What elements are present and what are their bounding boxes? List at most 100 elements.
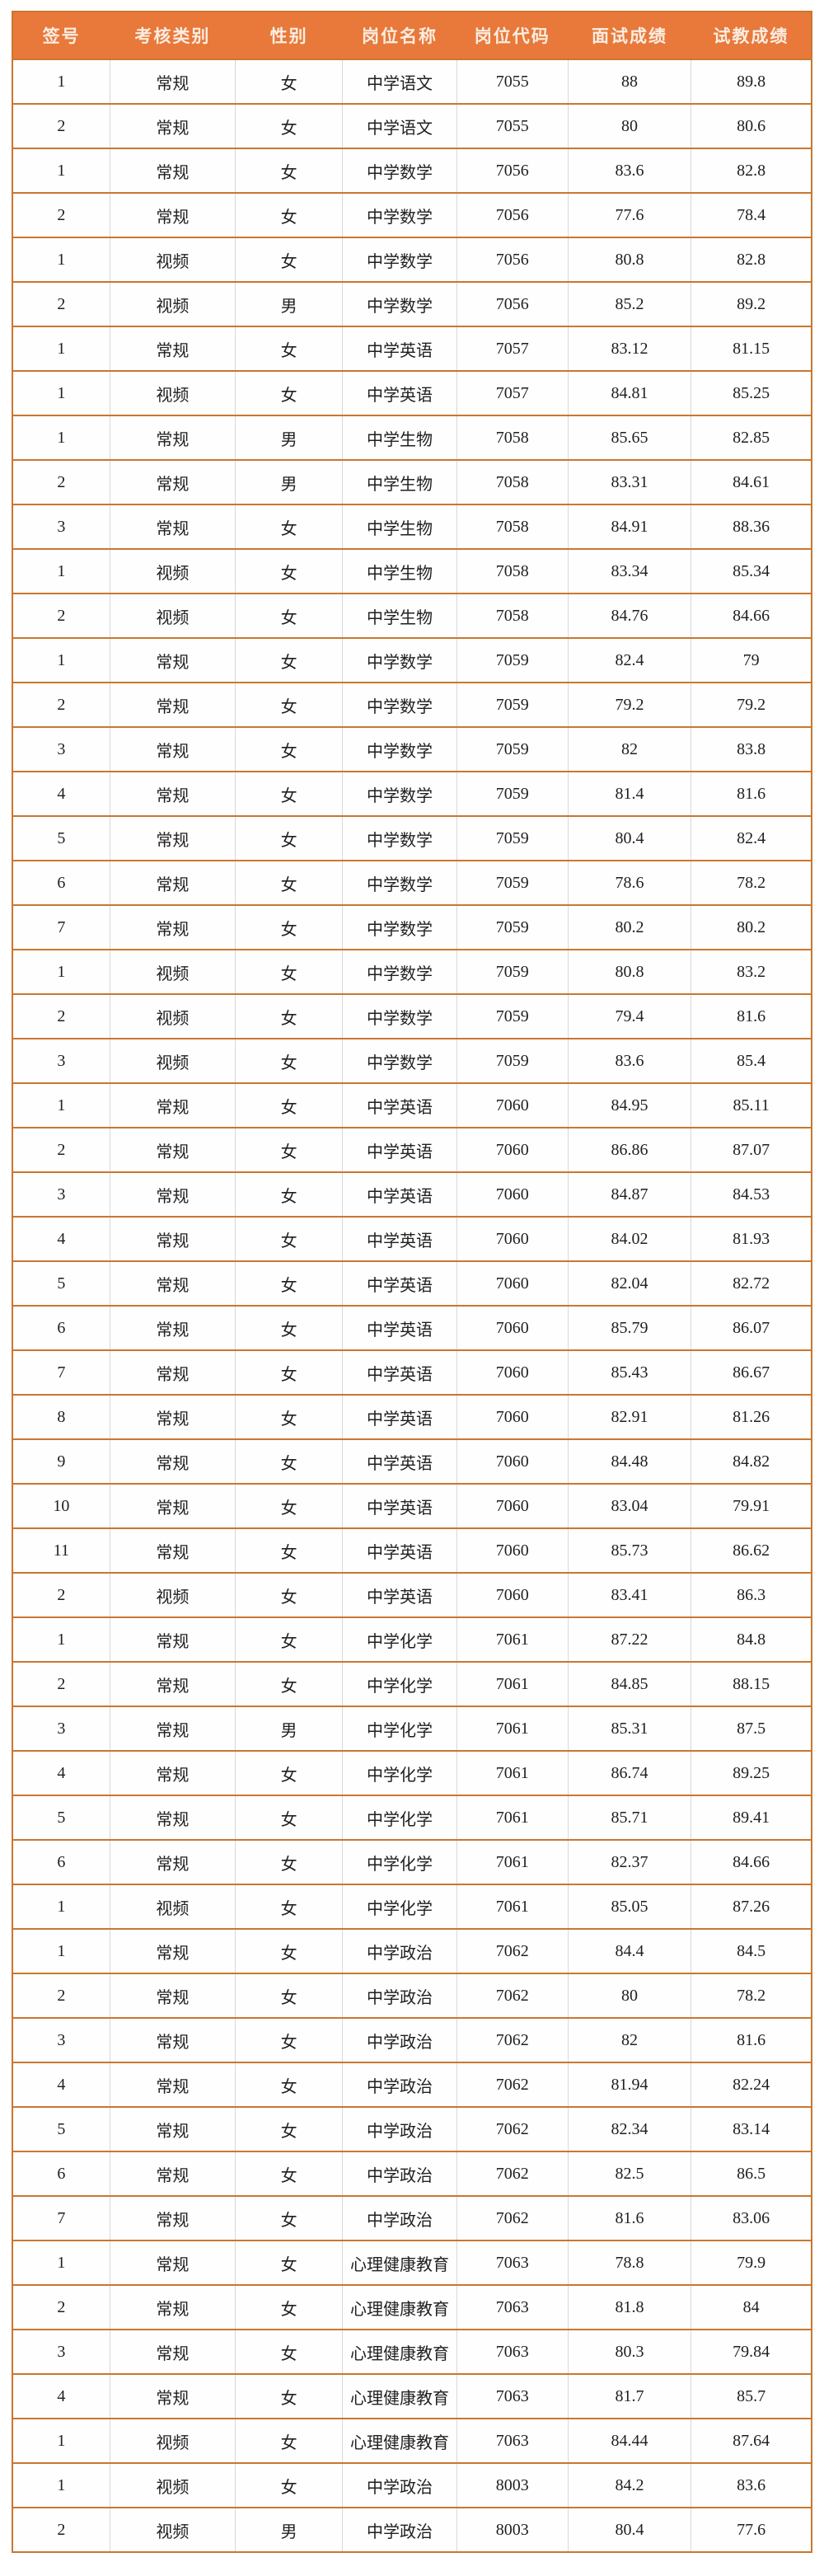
cell-position-code: 7059 <box>456 904 569 950</box>
cell-teaching-score: 80.6 <box>691 103 812 148</box>
table-row: 1 视频女中学化学 7061 85.05 87.26 <box>12 1884 812 1929</box>
table-row: 8 常规女中学英语 7060 82.91 81.26 <box>12 1394 812 1439</box>
cell-position-code: 7058 <box>456 593 569 638</box>
cell-sign-no: 7 <box>12 1349 110 1395</box>
cell-sign-no: 1 <box>12 1616 110 1662</box>
cell-position-code: 7056 <box>456 192 569 237</box>
cell-teaching-score: 83.14 <box>691 2106 812 2151</box>
cell-sign-no: 2 <box>12 682 110 727</box>
cell-position-code: 7060 <box>456 1127 569 1172</box>
cell-gender: 女 <box>235 2329 343 2374</box>
cell-gender: 女 <box>235 2062 343 2107</box>
cell-position-name: 中学数学 <box>342 148 457 193</box>
table-row: 3 常规女中学英语 7060 84.87 84.53 <box>12 1171 812 1217</box>
cell-sign-no: 1 <box>12 237 110 282</box>
cell-position-code: 7063 <box>456 2329 569 2374</box>
cell-position-name: 心理健康教育 <box>342 2284 457 2330</box>
table-row: 2 常规女中学英语 7060 86.86 87.07 <box>12 1127 812 1172</box>
cell-sign-no: 6 <box>12 1839 110 1884</box>
cell-position-code: 7062 <box>456 1928 569 1973</box>
cell-position-name: 中学化学 <box>342 1839 457 1884</box>
cell-interview-score: 86.74 <box>567 1750 691 1795</box>
cell-position-name: 中学数学 <box>342 281 457 326</box>
table-row: 2 常规女中学化学 7061 84.85 88.15 <box>12 1661 812 1706</box>
cell-position-code: 7058 <box>456 504 569 549</box>
cell-position-code: 7060 <box>456 1572 569 1617</box>
cell-interview-score: 84.85 <box>567 1661 691 1706</box>
cell-teaching-score: 78.4 <box>691 192 812 237</box>
cell-teaching-score: 86.62 <box>691 1527 812 1573</box>
cell-position-name: 中学生物 <box>342 548 457 594</box>
cell-category: 常规 <box>109 1483 236 1528</box>
cell-interview-score: 80.8 <box>567 237 691 282</box>
column-header-interview-score: 面试成绩 <box>568 12 691 59</box>
cell-sign-no: 1 <box>12 2462 110 2508</box>
cell-position-code: 7060 <box>456 1394 569 1439</box>
table-row: 2 常规女中学政治 7062 80 78.2 <box>12 1973 812 2018</box>
table-row: 6 常规女中学政治 7062 82.5 86.5 <box>12 2151 812 2196</box>
cell-category: 常规 <box>109 815 236 861</box>
cell-position-name: 中学英语 <box>342 1438 457 1484</box>
cell-gender: 女 <box>235 1260 343 1306</box>
cell-interview-score: 82.5 <box>567 2151 691 2196</box>
cell-position-name: 中学英语 <box>342 1483 457 1528</box>
cell-category: 视频 <box>109 1884 236 1929</box>
cell-position-code: 7056 <box>456 237 569 282</box>
column-header-position-name: 岗位名称 <box>342 12 457 59</box>
cell-position-code: 7060 <box>456 1171 569 1217</box>
cell-teaching-score: 81.15 <box>691 326 812 371</box>
cell-category: 视频 <box>109 1572 236 1617</box>
cell-category: 常规 <box>109 1260 236 1306</box>
cell-position-name: 中学英语 <box>342 1349 457 1395</box>
cell-gender: 女 <box>235 637 343 683</box>
cell-interview-score: 82.34 <box>567 2106 691 2151</box>
cell-category: 常规 <box>109 2195 236 2241</box>
cell-interview-score: 80.4 <box>567 815 691 861</box>
cell-position-code: 7063 <box>456 2240 569 2285</box>
cell-category: 常规 <box>109 904 236 950</box>
cell-sign-no: 1 <box>12 415 110 460</box>
cell-category: 视频 <box>109 2462 236 2508</box>
cell-gender: 女 <box>235 1038 343 1083</box>
cell-interview-score: 85.71 <box>567 1795 691 1840</box>
table-row: 2 常规女中学数学 7056 77.6 78.4 <box>12 192 812 237</box>
cell-gender: 男 <box>235 459 343 504</box>
table-row: 2 常规男中学生物 7058 83.31 84.61 <box>12 459 812 504</box>
cell-position-name: 中学政治 <box>342 1928 457 1973</box>
cell-position-code: 7060 <box>456 1305 569 1350</box>
cell-category: 常规 <box>109 1127 236 1172</box>
cell-interview-score: 79.2 <box>567 682 691 727</box>
cell-gender: 女 <box>235 1572 343 1617</box>
cell-interview-score: 81.4 <box>567 771 691 816</box>
cell-position-name: 中学生物 <box>342 459 457 504</box>
cell-teaching-score: 81.26 <box>691 1394 812 1439</box>
cell-teaching-score: 85.25 <box>691 370 812 415</box>
cell-gender: 男 <box>235 281 343 326</box>
cell-sign-no: 4 <box>12 2062 110 2107</box>
cell-interview-score: 80 <box>567 1973 691 2018</box>
cell-position-name: 中学化学 <box>342 1661 457 1706</box>
cell-teaching-score: 86.3 <box>691 1572 812 1617</box>
cell-sign-no: 1 <box>12 548 110 594</box>
cell-sign-no: 10 <box>12 1483 110 1528</box>
cell-category: 常规 <box>109 1527 236 1573</box>
cell-category: 常规 <box>109 504 236 549</box>
cell-position-name: 中学语文 <box>342 103 457 148</box>
cell-position-code: 7061 <box>456 1616 569 1662</box>
table-body: 1 常规女中学语文 7055 88 89.8 2 常规女中学语文 7055 80 80.6 1 常规女… <box>12 59 812 2552</box>
cell-category: 常规 <box>109 415 236 460</box>
table-row: 1 视频女中学英语 7057 84.81 85.25 <box>12 370 812 415</box>
table-row: 2 视频女中学英语 7060 83.41 86.3 <box>12 1572 812 1617</box>
table-row: 6 常规女中学数学 7059 78.6 78.2 <box>12 860 812 905</box>
cell-sign-no: 1 <box>12 637 110 683</box>
cell-gender: 女 <box>235 1438 343 1484</box>
cell-interview-score: 85.2 <box>567 281 691 326</box>
table-row: 3 常规女中学政治 7062 82 81.6 <box>12 2017 812 2062</box>
column-header-sign-no: 签号 <box>12 12 110 59</box>
cell-teaching-score: 81.6 <box>691 2017 812 2062</box>
cell-interview-score: 79.4 <box>567 993 691 1039</box>
table-row: 1 常规女中学化学 7061 87.22 84.8 <box>12 1616 812 1662</box>
cell-position-name: 中学化学 <box>342 1706 457 1751</box>
cell-position-name: 心理健康教育 <box>342 2329 457 2374</box>
cell-interview-score: 78.8 <box>567 2240 691 2285</box>
